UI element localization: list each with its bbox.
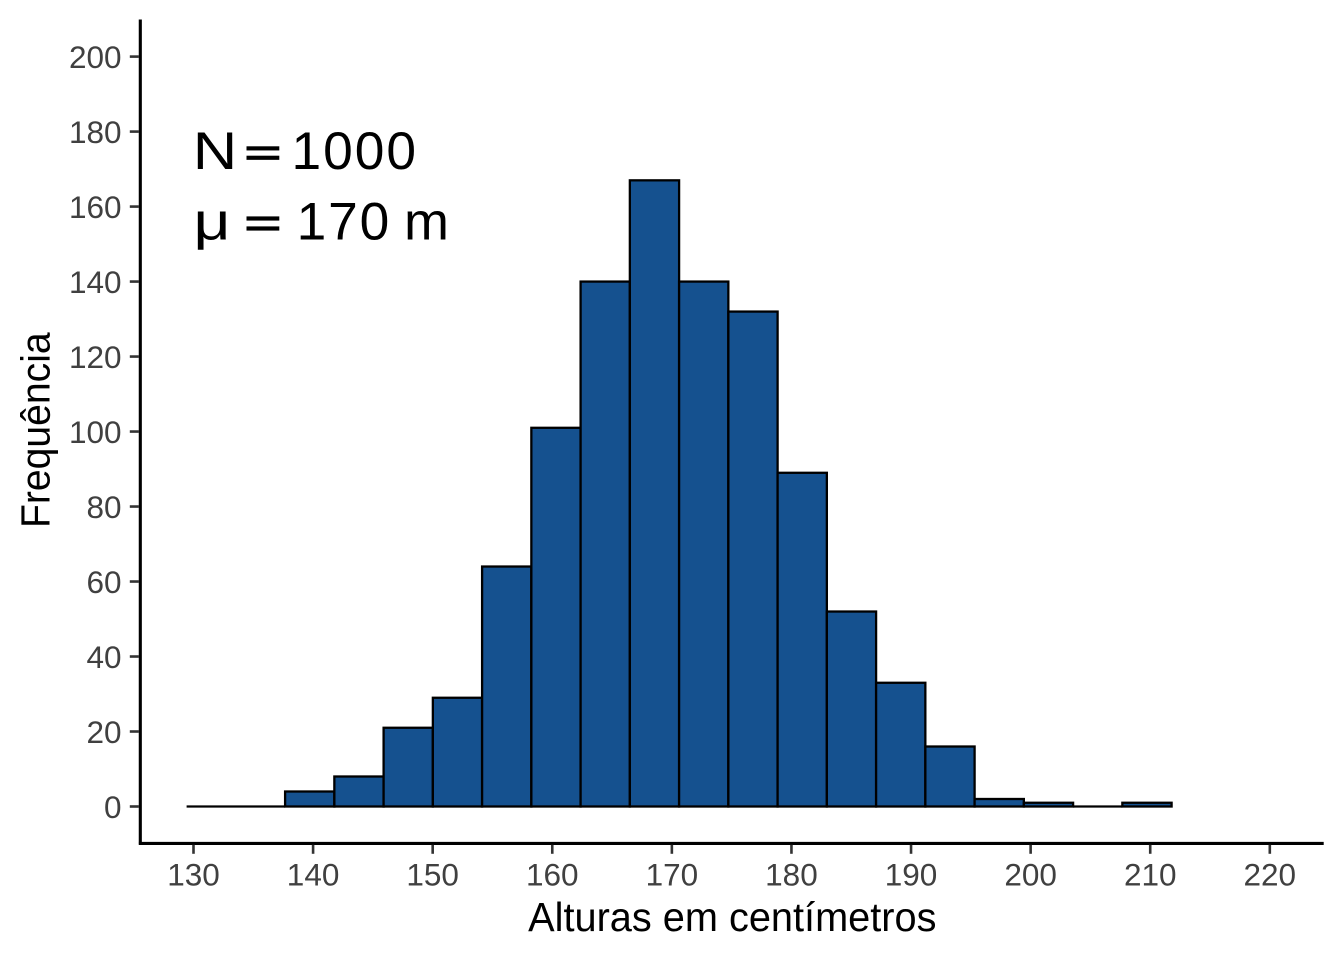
- svg-text:20: 20: [86, 714, 121, 750]
- svg-text:0: 0: [104, 789, 122, 825]
- svg-text:Frequência: Frequência: [13, 332, 59, 528]
- svg-text:μ: μ: [194, 192, 231, 251]
- svg-text:m: m: [404, 192, 449, 251]
- svg-text:200: 200: [1004, 856, 1057, 892]
- svg-text:1000: 1000: [292, 122, 419, 181]
- svg-text:120: 120: [69, 339, 122, 375]
- svg-text:40: 40: [86, 639, 121, 675]
- svg-text:100: 100: [69, 414, 122, 450]
- svg-text:160: 160: [69, 189, 122, 225]
- svg-text:210: 210: [1124, 856, 1177, 892]
- svg-text:190: 190: [885, 856, 938, 892]
- svg-text:140: 140: [287, 856, 340, 892]
- svg-text:170: 170: [297, 192, 391, 251]
- svg-text:180: 180: [765, 856, 818, 892]
- svg-text:N: N: [193, 122, 238, 181]
- svg-text:130: 130: [167, 856, 220, 892]
- svg-text:220: 220: [1244, 856, 1297, 892]
- svg-text:170: 170: [646, 856, 699, 892]
- svg-text:200: 200: [69, 39, 122, 75]
- svg-text:60: 60: [86, 564, 121, 600]
- svg-text:80: 80: [86, 489, 121, 525]
- svg-text:140: 140: [69, 264, 122, 300]
- svg-text:180: 180: [69, 114, 122, 150]
- svg-text:150: 150: [406, 856, 459, 892]
- svg-text:160: 160: [526, 856, 579, 892]
- svg-text:Alturas em centímetros: Alturas em centímetros: [528, 894, 936, 940]
